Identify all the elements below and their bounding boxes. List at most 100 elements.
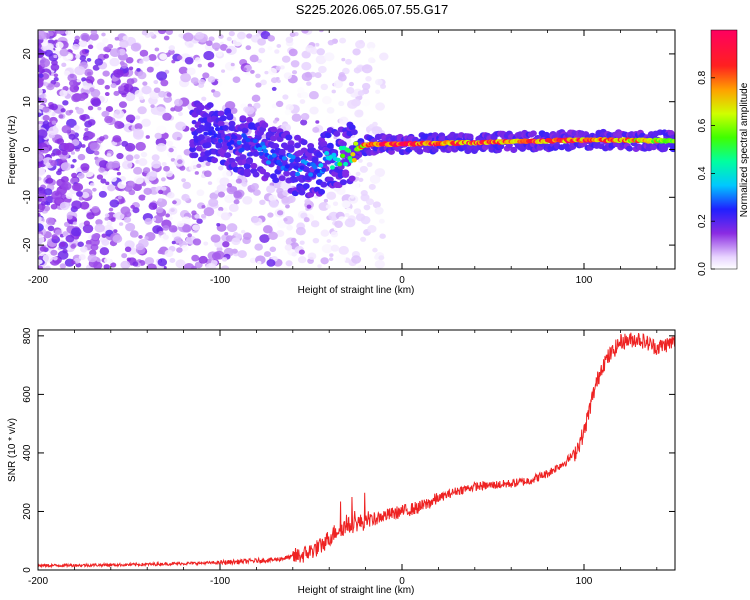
spectrogram-noise-cell xyxy=(365,76,372,82)
spectrogram-noise-cell xyxy=(158,230,164,236)
spectrogram-noise-cell xyxy=(58,114,64,119)
spectrogram-noise-cell xyxy=(142,167,151,174)
spectrogram-ridge-cell xyxy=(239,147,245,153)
spectrogram-ridge-cell xyxy=(212,138,218,143)
spectrogram-noise-cell xyxy=(251,94,261,102)
spectrogram-ridge-halo xyxy=(294,142,302,149)
spectrogram-noise-cell xyxy=(168,216,173,221)
spectrogram-noise-cell xyxy=(39,58,51,68)
spectrogram-ridge-halo xyxy=(660,145,668,152)
spectrogram-noise-cell xyxy=(207,61,215,68)
spectrogram-noise-cell xyxy=(70,227,82,237)
spectrogram-noise-cell xyxy=(51,234,58,240)
spectrogram-ridge-cell xyxy=(206,137,212,143)
spectrogram-noise-cell xyxy=(42,120,50,127)
spectrogram-noise-cell xyxy=(208,198,219,207)
snr-ytick-label: 600 xyxy=(22,386,33,403)
spectrogram-noise-cell xyxy=(141,30,149,36)
spectrogram-noise-cell xyxy=(138,60,144,64)
spectrogram-noise-cell xyxy=(216,51,223,57)
snr-xtick-label: 0 xyxy=(399,576,405,587)
spectrogram-noise-cell xyxy=(191,254,200,262)
spectrogram-noise-cell xyxy=(301,61,312,71)
spectrogram-ridge-cell xyxy=(248,151,254,157)
spectrogram-noise-cell xyxy=(249,257,257,264)
spectrogram-ridge-halo xyxy=(189,146,197,153)
spectrogram-noise-cell xyxy=(116,171,122,176)
spectrogram-noise-cell xyxy=(242,67,247,71)
spectrogram-ridge-cell xyxy=(299,165,305,170)
spectrogram-noise-cell xyxy=(196,218,203,224)
spectrogram-ridge-cell xyxy=(351,157,357,163)
spectrogram-noise-cell xyxy=(220,212,231,221)
spectrogram-noise-cell xyxy=(102,70,110,77)
spectrogram-noise-cell xyxy=(53,54,58,59)
spectrogram-noise-cell xyxy=(200,213,207,219)
spectrogram-noise-cell xyxy=(51,190,63,200)
spectrogram-noise-cell xyxy=(113,68,124,78)
spectrogram-noise-cell xyxy=(318,30,324,33)
spectrogram-noise-cell xyxy=(274,49,280,54)
spectrogram-noise-cell xyxy=(110,217,116,222)
spectrogram-noise-cell xyxy=(40,97,48,104)
spectrogram-ridge-halo xyxy=(315,151,323,158)
snr-ytick-label: 800 xyxy=(22,327,33,344)
spectrogram-noise-cell xyxy=(338,116,349,125)
spectrogram-noise-cell xyxy=(345,58,352,65)
spectrogram-noise-cell xyxy=(180,73,192,83)
spectrogram-noise-cell xyxy=(353,208,362,215)
spectrogram-noise-cell xyxy=(291,251,297,257)
spectrogram-noise-cell xyxy=(176,154,183,160)
spectrogram-noise-cell xyxy=(197,63,202,68)
spectrogram-noise-cell xyxy=(54,229,62,236)
spectrogram-noise-cell xyxy=(38,215,42,222)
spectrogram-noise-cell xyxy=(72,158,77,163)
spectrogram-noise-cell xyxy=(44,49,53,57)
spectrogram-ridge-cell xyxy=(216,134,222,139)
spectrogram-noise-cell xyxy=(81,191,90,199)
spectrogram-noise-cell xyxy=(212,90,221,98)
spectrogram-ridge-halo xyxy=(224,152,232,159)
spectrogram-ridge-halo xyxy=(300,139,308,146)
spectrogram-ridge-halo xyxy=(626,145,633,152)
spectrogram-noise-cell xyxy=(229,250,235,254)
spectrogram-noise-cell xyxy=(80,246,88,253)
spectrogram-noise-cell xyxy=(113,95,121,102)
spectrogram-ridge-halo xyxy=(217,110,225,117)
spectrogram-ridge-halo xyxy=(221,144,229,151)
spectrogram-noise-cell xyxy=(86,57,92,62)
spectrogram-noise-cell xyxy=(374,168,386,178)
spectrogram-noise-cell xyxy=(222,241,230,248)
spectrogram-noise-cell xyxy=(245,45,252,51)
spectrogram-noise-cell xyxy=(359,118,370,128)
spectrogram-noise-cell xyxy=(276,187,284,195)
spectrogram-ytick-label: -20 xyxy=(22,237,33,252)
spectrogram-ridge-cell xyxy=(345,148,351,153)
spectrogram-noise-cell xyxy=(246,33,253,39)
spectrogram-noise-cell xyxy=(139,49,149,57)
spectrogram-noise-cell xyxy=(217,191,225,198)
spectrogram-noise-cell xyxy=(114,120,124,130)
spectrogram-noise-cell xyxy=(355,171,361,177)
spectrogram-noise-cell xyxy=(218,34,224,39)
spectrogram-noise-cell xyxy=(160,177,166,182)
spectrogram-noise-cell xyxy=(57,250,69,260)
colorbar: 0.0 0.2 0.4 0.6 0.8 Normalized spectral ampl… xyxy=(697,29,750,276)
spectrogram-noise-cell xyxy=(360,216,371,225)
spectrogram-noise-cell xyxy=(146,171,158,181)
spectrogram-ridge-halo xyxy=(294,156,302,163)
spectrogram-noise-cell xyxy=(77,241,84,248)
spectrogram-noise-cell xyxy=(112,213,118,218)
spectrogram-noise-cell xyxy=(86,71,92,76)
spectrogram-noise-cell xyxy=(336,93,344,99)
spectrogram-noise-cell xyxy=(42,114,50,122)
spectrogram-noise-cell xyxy=(101,233,107,238)
spectrogram-noise-cell xyxy=(366,162,373,168)
spectrogram-noise-cell xyxy=(38,112,42,118)
spectrogram-noise-cell xyxy=(51,120,57,125)
spectrogram-ridge-cell xyxy=(315,168,321,173)
spectrogram-noise-cell xyxy=(126,257,132,262)
spectrogram-noise-cell xyxy=(158,90,167,98)
spectrogram-noise-cell xyxy=(297,87,305,94)
spectrogram-noise-cell xyxy=(269,200,279,208)
